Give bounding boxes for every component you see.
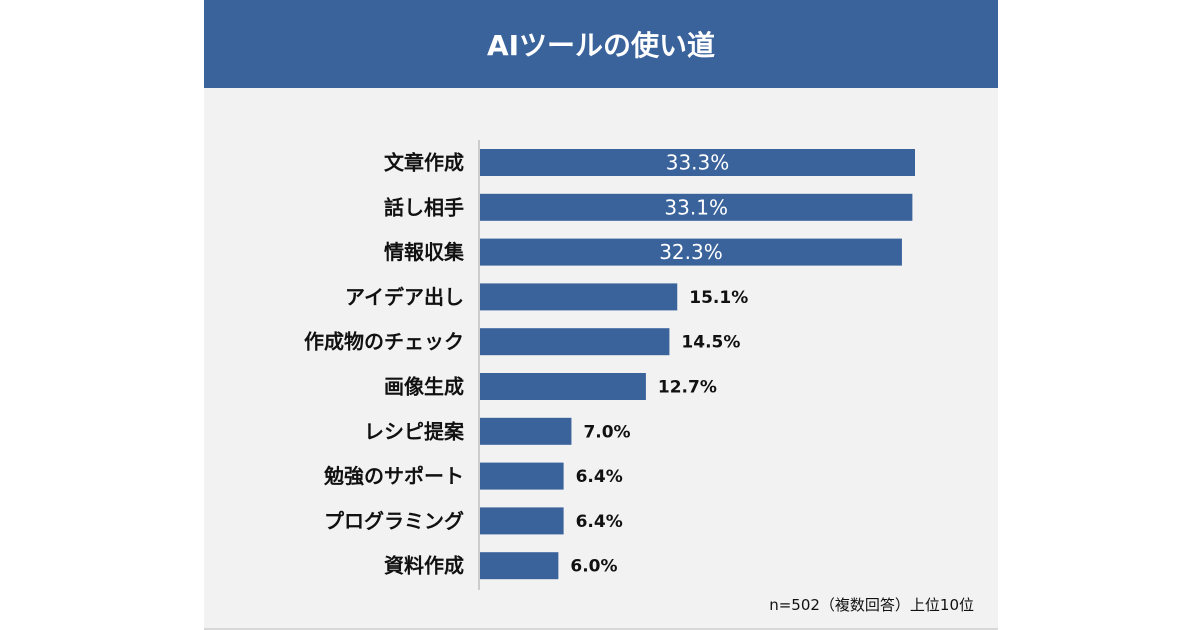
value-label: 7.0% (583, 422, 630, 442)
bar-chart: 文章作成 33.3% 話し相手 33.1% 情報収集 32.3% アイデア出し 15.1% 作成… (304, 140, 915, 590)
bar (480, 283, 678, 311)
value-label: 14.5% (681, 333, 740, 353)
bar (480, 507, 564, 535)
bar (480, 462, 564, 490)
bar (480, 149, 915, 176)
bar (480, 417, 572, 445)
chart-panel: AIツールの使い道 文章作成 33.3% 話し相手 33.1% 情報収集 32.3% アイデ… (204, 0, 998, 630)
bar (480, 238, 902, 266)
category-label: 話し相手 (384, 195, 464, 219)
value-label: 6.4% (576, 512, 623, 532)
bar (480, 552, 559, 580)
chart-title: AIツールの使い道 (204, 0, 998, 88)
bar (480, 193, 913, 221)
value-label: 33.1% (664, 195, 728, 219)
value-label: 12.7% (658, 378, 717, 398)
category-label: 画像生成 (384, 375, 464, 399)
category-label: 勉強のサポート (323, 464, 464, 488)
category-label: レシピ提案 (364, 419, 465, 443)
sample-note: n=502（複数回答）上位10位 (769, 596, 974, 614)
category-label: 文章作成 (384, 151, 464, 175)
value-label: 6.4% (576, 467, 623, 487)
value-label: 15.1% (689, 288, 748, 308)
value-label: 6.0% (570, 557, 617, 577)
category-label: 作成物のチェック (304, 330, 464, 354)
bar (480, 328, 670, 356)
value-label: 32.3% (659, 240, 723, 264)
category-label: プログラミング (324, 509, 464, 533)
value-label: 33.3% (666, 151, 730, 175)
category-label: 資料作成 (384, 554, 464, 578)
category-label: 情報収集 (384, 240, 465, 264)
bar (480, 373, 646, 400)
category-label: アイデア出し (345, 285, 464, 309)
